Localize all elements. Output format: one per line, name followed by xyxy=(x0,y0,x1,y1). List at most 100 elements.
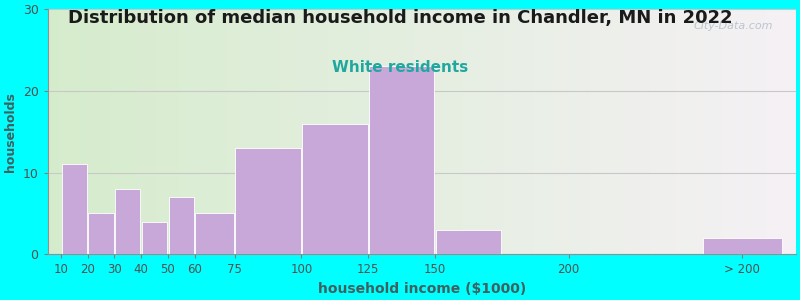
Bar xyxy=(186,9,190,254)
Bar xyxy=(470,9,474,254)
Bar xyxy=(169,197,194,254)
Bar xyxy=(654,9,658,254)
Bar xyxy=(785,9,788,254)
Bar xyxy=(78,9,82,254)
Bar xyxy=(486,9,489,254)
Bar xyxy=(743,9,747,254)
Bar xyxy=(538,9,542,254)
Bar xyxy=(658,9,661,254)
Bar xyxy=(100,9,104,254)
Bar xyxy=(754,9,758,254)
Bar xyxy=(261,9,265,254)
Bar xyxy=(631,9,635,254)
Bar xyxy=(703,238,782,254)
Bar xyxy=(466,9,470,254)
Bar xyxy=(59,9,62,254)
Bar xyxy=(594,9,598,254)
Bar xyxy=(452,9,455,254)
Bar xyxy=(553,9,557,254)
Bar xyxy=(526,9,530,254)
Bar xyxy=(223,9,227,254)
Bar xyxy=(519,9,522,254)
Bar xyxy=(582,9,586,254)
Bar xyxy=(381,9,384,254)
Bar xyxy=(624,9,627,254)
Bar xyxy=(152,9,156,254)
Bar xyxy=(122,9,126,254)
Bar xyxy=(126,9,130,254)
Bar xyxy=(406,9,410,254)
Bar xyxy=(171,9,175,254)
Bar xyxy=(369,66,434,254)
Bar xyxy=(564,9,568,254)
Bar xyxy=(725,9,729,254)
Bar xyxy=(314,9,317,254)
Bar xyxy=(310,9,314,254)
Bar xyxy=(55,9,59,254)
Bar xyxy=(762,9,766,254)
Bar xyxy=(115,189,141,254)
Bar xyxy=(325,9,328,254)
Bar xyxy=(354,9,358,254)
Bar xyxy=(714,9,718,254)
Bar xyxy=(302,9,306,254)
Bar xyxy=(702,9,706,254)
Bar xyxy=(430,9,433,254)
Bar xyxy=(205,9,209,254)
Bar xyxy=(448,9,452,254)
Bar xyxy=(676,9,680,254)
Bar xyxy=(328,9,332,254)
Bar xyxy=(500,9,504,254)
Bar xyxy=(130,9,134,254)
Bar xyxy=(294,9,298,254)
Bar xyxy=(579,9,582,254)
Bar xyxy=(302,124,368,254)
Bar xyxy=(283,9,287,254)
Bar xyxy=(395,9,399,254)
Bar xyxy=(257,9,261,254)
Bar xyxy=(691,9,695,254)
Bar xyxy=(268,9,272,254)
Text: White residents: White residents xyxy=(332,60,468,75)
Y-axis label: households: households xyxy=(4,92,17,172)
Bar xyxy=(766,9,770,254)
Bar xyxy=(560,9,564,254)
Bar xyxy=(85,9,89,254)
Bar xyxy=(89,9,93,254)
Bar xyxy=(638,9,642,254)
Bar xyxy=(339,9,343,254)
Bar xyxy=(444,9,448,254)
Bar xyxy=(392,9,395,254)
Bar xyxy=(732,9,736,254)
Bar xyxy=(669,9,672,254)
Bar xyxy=(190,9,194,254)
Bar xyxy=(160,9,163,254)
Bar xyxy=(235,148,301,254)
Bar xyxy=(598,9,602,254)
Bar xyxy=(661,9,665,254)
Bar xyxy=(680,9,684,254)
Bar xyxy=(242,9,246,254)
Bar xyxy=(298,9,302,254)
Bar xyxy=(422,9,426,254)
Bar xyxy=(665,9,669,254)
Bar xyxy=(605,9,609,254)
Bar xyxy=(82,9,85,254)
Bar xyxy=(687,9,691,254)
Bar xyxy=(590,9,594,254)
Bar xyxy=(508,9,511,254)
Bar xyxy=(426,9,430,254)
Bar xyxy=(279,9,283,254)
Bar xyxy=(736,9,740,254)
Bar xyxy=(489,9,493,254)
Bar xyxy=(194,9,198,254)
Bar xyxy=(250,9,254,254)
Bar xyxy=(534,9,538,254)
Bar xyxy=(276,9,279,254)
Bar xyxy=(698,9,702,254)
Bar xyxy=(522,9,526,254)
Bar xyxy=(195,213,234,254)
Bar xyxy=(201,9,205,254)
Bar xyxy=(414,9,418,254)
Bar xyxy=(758,9,762,254)
